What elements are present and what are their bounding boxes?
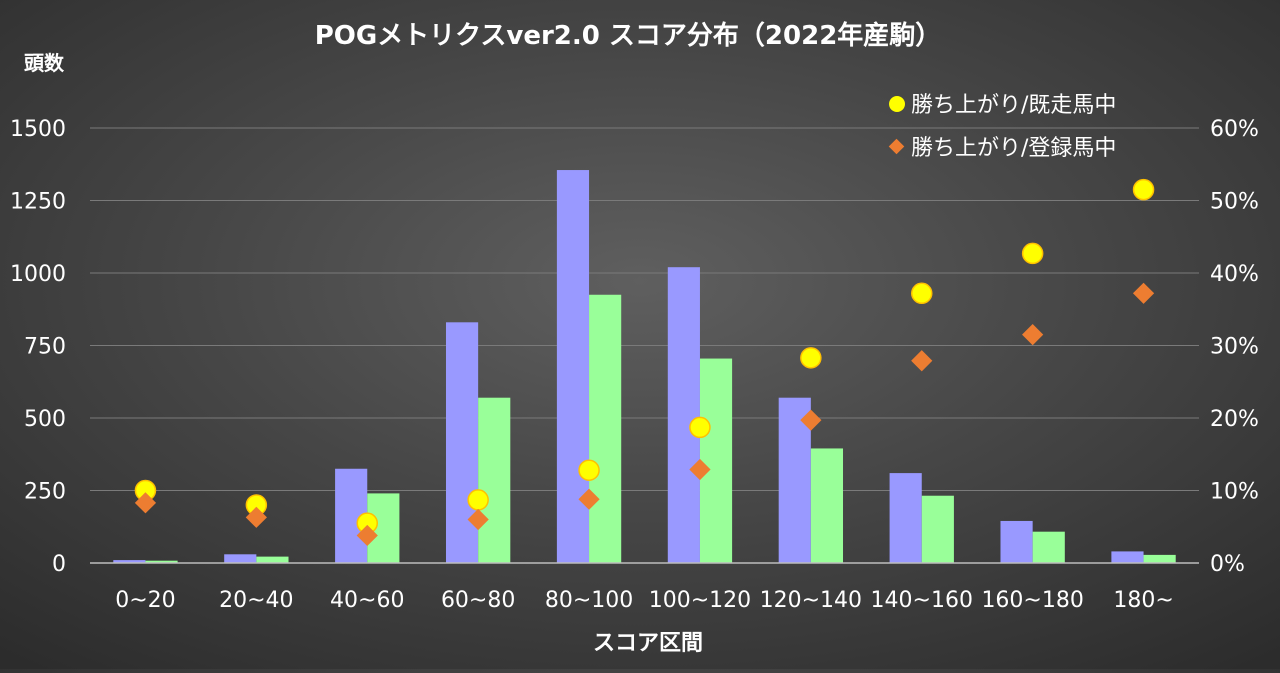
y-tick-label: 1500 xyxy=(10,117,66,142)
bar xyxy=(478,397,511,563)
legend-label-1: 勝ち上がり/既走馬中 xyxy=(911,93,1116,118)
y-tick-label: 750 xyxy=(24,335,66,360)
scatter-point-circle xyxy=(1021,242,1044,265)
gridlines xyxy=(90,127,1199,491)
axes: 0 250 500 750 1000 1250 1500 0% 10% 20% 30% 40% 50% 6… xyxy=(10,117,1259,613)
bar xyxy=(667,267,700,563)
bar xyxy=(810,448,844,563)
markers xyxy=(134,178,1155,547)
y2-tick-label: 60% xyxy=(1210,117,1259,142)
x-tick-label: 40~60 xyxy=(330,588,404,613)
bar xyxy=(224,554,257,563)
scatter-point-circle xyxy=(467,489,489,511)
bar xyxy=(1032,531,1065,563)
scatter-point-diamond xyxy=(1022,324,1044,346)
x-tick-label: 140~160 xyxy=(871,588,973,613)
scatter-point-diamond xyxy=(689,458,711,481)
y-tick-label: 1000 xyxy=(10,262,66,287)
bar xyxy=(445,322,479,563)
bar xyxy=(589,294,622,563)
y2-tick-label: 20% xyxy=(1210,407,1259,432)
x-tick-label: 80~100 xyxy=(545,588,633,613)
y2-tick-label: 40% xyxy=(1210,262,1259,287)
scatter-point-diamond xyxy=(578,488,600,510)
x-tick-label: 60~80 xyxy=(441,588,515,613)
scatter-point-diamond xyxy=(467,508,489,531)
scatter-point-circle xyxy=(578,459,600,481)
scatter-point-diamond xyxy=(356,524,378,547)
bar xyxy=(699,358,733,563)
scatter-point-diamond xyxy=(1132,282,1155,304)
scatter-point-diamond xyxy=(911,350,933,372)
scatter-point-circle xyxy=(800,347,822,369)
y-tick-label: 0 xyxy=(52,552,66,577)
scatter-point-diamond xyxy=(245,506,267,528)
y-tick-label: 250 xyxy=(24,480,66,505)
y-tick-label: 500 xyxy=(24,407,66,432)
chart-title: POGメトリクスver2.0 スコア分布（2022年産駒） xyxy=(315,20,942,51)
y2-tick-label: 30% xyxy=(1210,335,1259,360)
y2-tick-label: 50% xyxy=(1210,190,1259,215)
x-tick-label: 120~140 xyxy=(760,588,862,613)
scatter-point-circle xyxy=(689,416,711,439)
y2-tick-label: 0% xyxy=(1210,552,1245,577)
scatter-point-circle xyxy=(911,282,933,305)
bar xyxy=(113,560,146,563)
bar xyxy=(1143,554,1176,563)
x-tick-label: 0~20 xyxy=(115,588,175,613)
bar xyxy=(921,495,954,563)
bar xyxy=(1111,551,1144,563)
scatter-point-diamond xyxy=(800,409,822,431)
x-tick-label: 100~120 xyxy=(649,588,751,613)
legend-label-2: 勝ち上がり/登録馬中 xyxy=(911,136,1116,161)
y-axis-label: 頭数 xyxy=(24,51,65,75)
y-tick-label: 1250 xyxy=(10,190,66,215)
x-tick-label: 180~ xyxy=(1113,588,1173,613)
y2-tick-label: 10% xyxy=(1210,480,1259,505)
bars xyxy=(113,170,1176,564)
x-tick-label: 160~180 xyxy=(981,588,1083,613)
scatter-point-circle xyxy=(1132,178,1155,201)
bar xyxy=(889,473,922,563)
bar xyxy=(145,560,178,563)
legend: 勝ち上がり/既走馬中 勝ち上がり/登録馬中 xyxy=(888,93,1116,161)
x-tick-label: 20~40 xyxy=(219,588,293,613)
bar xyxy=(256,556,289,563)
legend-marker-diamond xyxy=(888,138,905,155)
bar xyxy=(1000,520,1033,563)
legend-marker-circle xyxy=(889,96,905,112)
x-axis-label: スコア区間 xyxy=(593,631,703,656)
